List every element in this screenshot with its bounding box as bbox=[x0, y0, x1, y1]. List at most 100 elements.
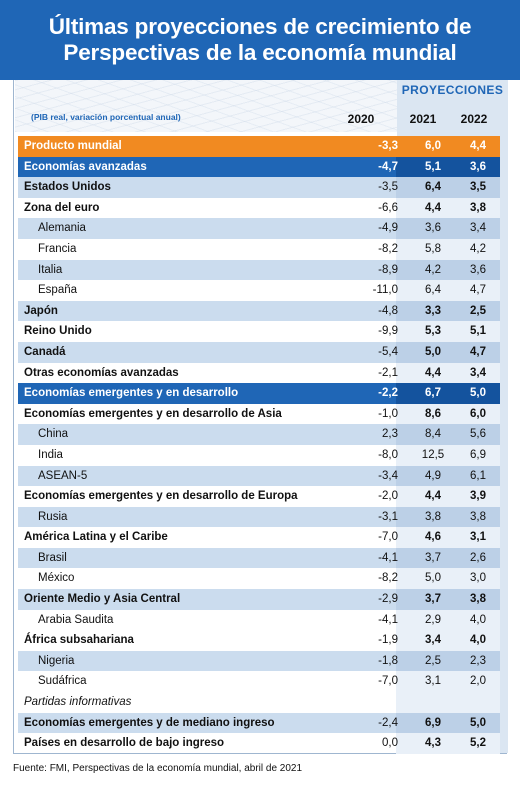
value-2021: 4,4 bbox=[425, 490, 441, 503]
value-2020: -2,1 bbox=[378, 366, 398, 379]
value-2020: -7,0 bbox=[378, 531, 398, 544]
value-2022: 6,0 bbox=[470, 407, 486, 420]
value-2021: 2,9 bbox=[425, 613, 441, 626]
row-label: Sudáfrica bbox=[38, 675, 87, 688]
projection-cell-bg bbox=[396, 197, 500, 219]
value-2020: -3,3 bbox=[378, 140, 398, 152]
value-2020: -3,5 bbox=[378, 181, 398, 194]
table-row: ASEAN-5 -3,4 4,9 6,1 bbox=[18, 465, 500, 487]
table-row: Otras economías avanzadas -2,1 4,4 3,4 bbox=[18, 362, 500, 384]
value-2020: -2,0 bbox=[378, 490, 398, 503]
value-2020: -1,0 bbox=[378, 407, 398, 420]
value-2022: 5,2 bbox=[470, 737, 486, 750]
row-label: Países en desarrollo de bajo ingreso bbox=[24, 737, 225, 750]
year-2021-header: 2021 bbox=[409, 112, 437, 126]
table-row: Economías emergentes y en desarrollo de … bbox=[18, 403, 500, 425]
row-label: América Latina y el Caribe bbox=[24, 531, 168, 544]
value-2022: 2,5 bbox=[470, 304, 486, 317]
value-2020: -1,9 bbox=[378, 634, 398, 647]
value-2021: 3,7 bbox=[425, 593, 441, 606]
table-row: Arabia Saudita -4,1 2,9 4,0 bbox=[18, 609, 500, 631]
value-2022: 5,6 bbox=[470, 428, 486, 441]
value-2021: 3,6 bbox=[425, 222, 441, 235]
projection-cell-bg bbox=[396, 568, 500, 590]
value-2022: 4,4 bbox=[470, 140, 486, 152]
table-row: Estados Unidos -3,5 6,4 3,5 bbox=[18, 177, 500, 198]
value-2020: -4,7 bbox=[378, 160, 398, 173]
value-2020: -7,0 bbox=[378, 675, 398, 688]
value-2022: 5,1 bbox=[470, 325, 486, 338]
value-2021: 8,4 bbox=[425, 428, 441, 441]
value-2022: 2,0 bbox=[470, 675, 486, 688]
projection-cell-bg bbox=[396, 650, 500, 672]
table-row: Nigeria -1,8 2,5 2,3 bbox=[18, 650, 500, 672]
table-row: México -8,2 5,0 3,0 bbox=[18, 568, 500, 590]
value-2022: 6,1 bbox=[470, 469, 486, 482]
value-2022: 3,8 bbox=[470, 510, 486, 523]
value-2022: 4,0 bbox=[470, 613, 486, 626]
table-row: Economías emergentes y de mediano ingres… bbox=[18, 712, 500, 734]
row-label: Nigeria bbox=[38, 654, 75, 667]
projection-cell-bg bbox=[396, 609, 500, 631]
row-label: Francia bbox=[38, 242, 77, 255]
value-2020: -9,9 bbox=[378, 325, 398, 338]
projection-cell-bg bbox=[396, 630, 500, 651]
table-row: Economías emergentes y en desarrollo -2,2… bbox=[18, 383, 500, 404]
row-label: Brasil bbox=[38, 551, 67, 564]
row-label: Alemania bbox=[38, 222, 86, 235]
value-2021: 3,7 bbox=[425, 551, 441, 564]
value-2021: 5,0 bbox=[425, 345, 441, 358]
title-banner: Últimas proyecciones de crecimiento de P… bbox=[0, 0, 520, 80]
row-label: Partidas informativas bbox=[24, 696, 132, 709]
table-row: Japón -4,8 3,3 2,5 bbox=[18, 300, 500, 322]
table-row: Brasil -4,1 3,7 2,6 bbox=[18, 547, 500, 569]
table-row: Francia -8,2 5,8 4,2 bbox=[18, 238, 500, 260]
projection-cell-bg bbox=[396, 156, 500, 178]
value-2022: 3,8 bbox=[470, 593, 486, 606]
value-2020: -4,9 bbox=[378, 222, 398, 235]
row-label: Italia bbox=[38, 263, 63, 276]
projections-label: PROYECCIONES bbox=[401, 83, 504, 97]
projection-cell-bg bbox=[396, 136, 500, 157]
value-2020: -8,2 bbox=[378, 572, 398, 585]
row-label: Otras economías avanzadas bbox=[24, 366, 179, 379]
projection-cell-bg bbox=[396, 259, 500, 281]
year-2022-header: 2022 bbox=[460, 112, 488, 126]
row-label: China bbox=[38, 428, 69, 441]
row-label: España bbox=[38, 284, 78, 297]
row-label: ASEAN-5 bbox=[38, 469, 88, 482]
value-2021: 3,4 bbox=[425, 634, 441, 647]
value-2020: -8,2 bbox=[378, 242, 398, 255]
value-2021: 4,2 bbox=[425, 263, 441, 276]
value-2022: 4,0 bbox=[470, 634, 486, 647]
projection-cell-bg bbox=[396, 177, 500, 198]
projection-cell-bg bbox=[396, 486, 500, 507]
table-row: América Latina y el Caribe -7,0 4,6 3,1 bbox=[18, 527, 500, 548]
value-2022: 3,4 bbox=[470, 222, 486, 235]
value-2020: -4,8 bbox=[378, 304, 398, 317]
projection-cell-bg bbox=[396, 692, 500, 713]
table-row: Zona del euro -6,6 4,4 3,8 bbox=[18, 197, 500, 219]
value-2022: 2,3 bbox=[470, 654, 486, 667]
table-row: Reino Unido -9,9 5,3 5,1 bbox=[18, 321, 500, 342]
row-label: Economías emergentes y en desarrollo de … bbox=[24, 407, 282, 420]
projection-cell-bg bbox=[396, 733, 500, 754]
row-label: Economías emergentes y en desarrollo de … bbox=[24, 490, 298, 503]
table-row: Oriente Medio y Asia Central -2,9 3,7 3,8 bbox=[18, 589, 500, 610]
row-label: Estados Unidos bbox=[24, 181, 111, 194]
value-2022: 5,0 bbox=[470, 716, 486, 729]
row-label: México bbox=[38, 572, 75, 585]
table-row: Producto mundial -3,3 6,0 4,4 bbox=[18, 136, 500, 157]
projection-cell-bg bbox=[396, 444, 500, 466]
value-2022: 3,0 bbox=[470, 572, 486, 585]
table-row: India -8,0 12,5 6,9 bbox=[18, 444, 500, 466]
value-2022: 4,7 bbox=[470, 345, 486, 358]
page-title-line-2: Perspectivas de la economía mundial bbox=[63, 40, 457, 65]
table-row: África subsahariana -1,9 3,4 4,0 bbox=[18, 630, 500, 651]
row-label: Economías avanzadas bbox=[24, 160, 147, 173]
projection-cell-bg bbox=[396, 506, 500, 528]
projection-cell-bg bbox=[396, 424, 500, 445]
value-2022: 3,4 bbox=[470, 366, 486, 379]
value-2022: 6,9 bbox=[470, 448, 486, 461]
projection-cell-bg bbox=[396, 527, 500, 548]
